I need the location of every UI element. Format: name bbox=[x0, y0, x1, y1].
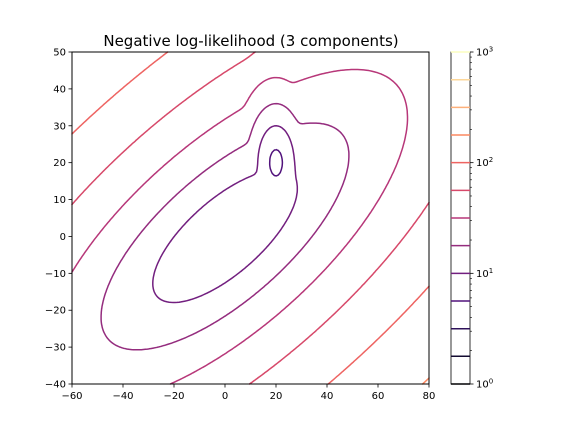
x-axis: −60 −40 −20 0 20 40 60 80 bbox=[61, 384, 435, 402]
y-axis: −40 −30 −20 −10 0 10 20 30 40 50 bbox=[45, 48, 72, 391]
x-tick-label: 20 bbox=[270, 391, 283, 402]
x-tick-label: −60 bbox=[61, 391, 82, 402]
y-tick-label: 40 bbox=[53, 84, 66, 95]
y-tick-label: 30 bbox=[53, 121, 66, 132]
x-tick-label: −20 bbox=[163, 391, 184, 402]
contour-level-4 bbox=[152, 125, 299, 304]
x-tick-label: −40 bbox=[112, 391, 133, 402]
x-tick-label: 60 bbox=[372, 391, 385, 402]
y-tick-label: −20 bbox=[45, 306, 66, 317]
colorbar: 100 101 102 103 bbox=[450, 46, 493, 391]
plot-frame bbox=[71, 51, 430, 385]
y-tick-label: 10 bbox=[53, 195, 66, 206]
contour-level-6 bbox=[71, 68, 409, 385]
colorbar-tick-label: 102 bbox=[476, 156, 493, 169]
y-tick-label: −40 bbox=[45, 380, 66, 391]
contour-level-8 bbox=[71, 51, 430, 385]
contour-level-9 bbox=[421, 377, 430, 385]
colorbar-tick-label: 103 bbox=[476, 46, 493, 59]
contour-layer bbox=[71, 51, 430, 385]
chart-title: Negative log-likelihood (3 components) bbox=[103, 32, 398, 50]
x-tick-label: 80 bbox=[423, 391, 436, 402]
colorbar-tick-label: 101 bbox=[476, 267, 493, 280]
y-tick-label: −10 bbox=[45, 269, 66, 280]
x-tick-label: 40 bbox=[321, 391, 334, 402]
x-tick-label: 0 bbox=[222, 391, 228, 402]
y-tick-label: −30 bbox=[45, 343, 66, 354]
contour-level-5 bbox=[100, 102, 350, 351]
y-tick-label: 20 bbox=[53, 158, 66, 169]
colorbar-tick-label: 100 bbox=[476, 378, 493, 391]
contour-level-7 bbox=[71, 51, 430, 385]
y-tick-label: 50 bbox=[53, 48, 66, 59]
contour-level-3 bbox=[268, 148, 284, 177]
y-tick-label: 0 bbox=[60, 232, 66, 243]
